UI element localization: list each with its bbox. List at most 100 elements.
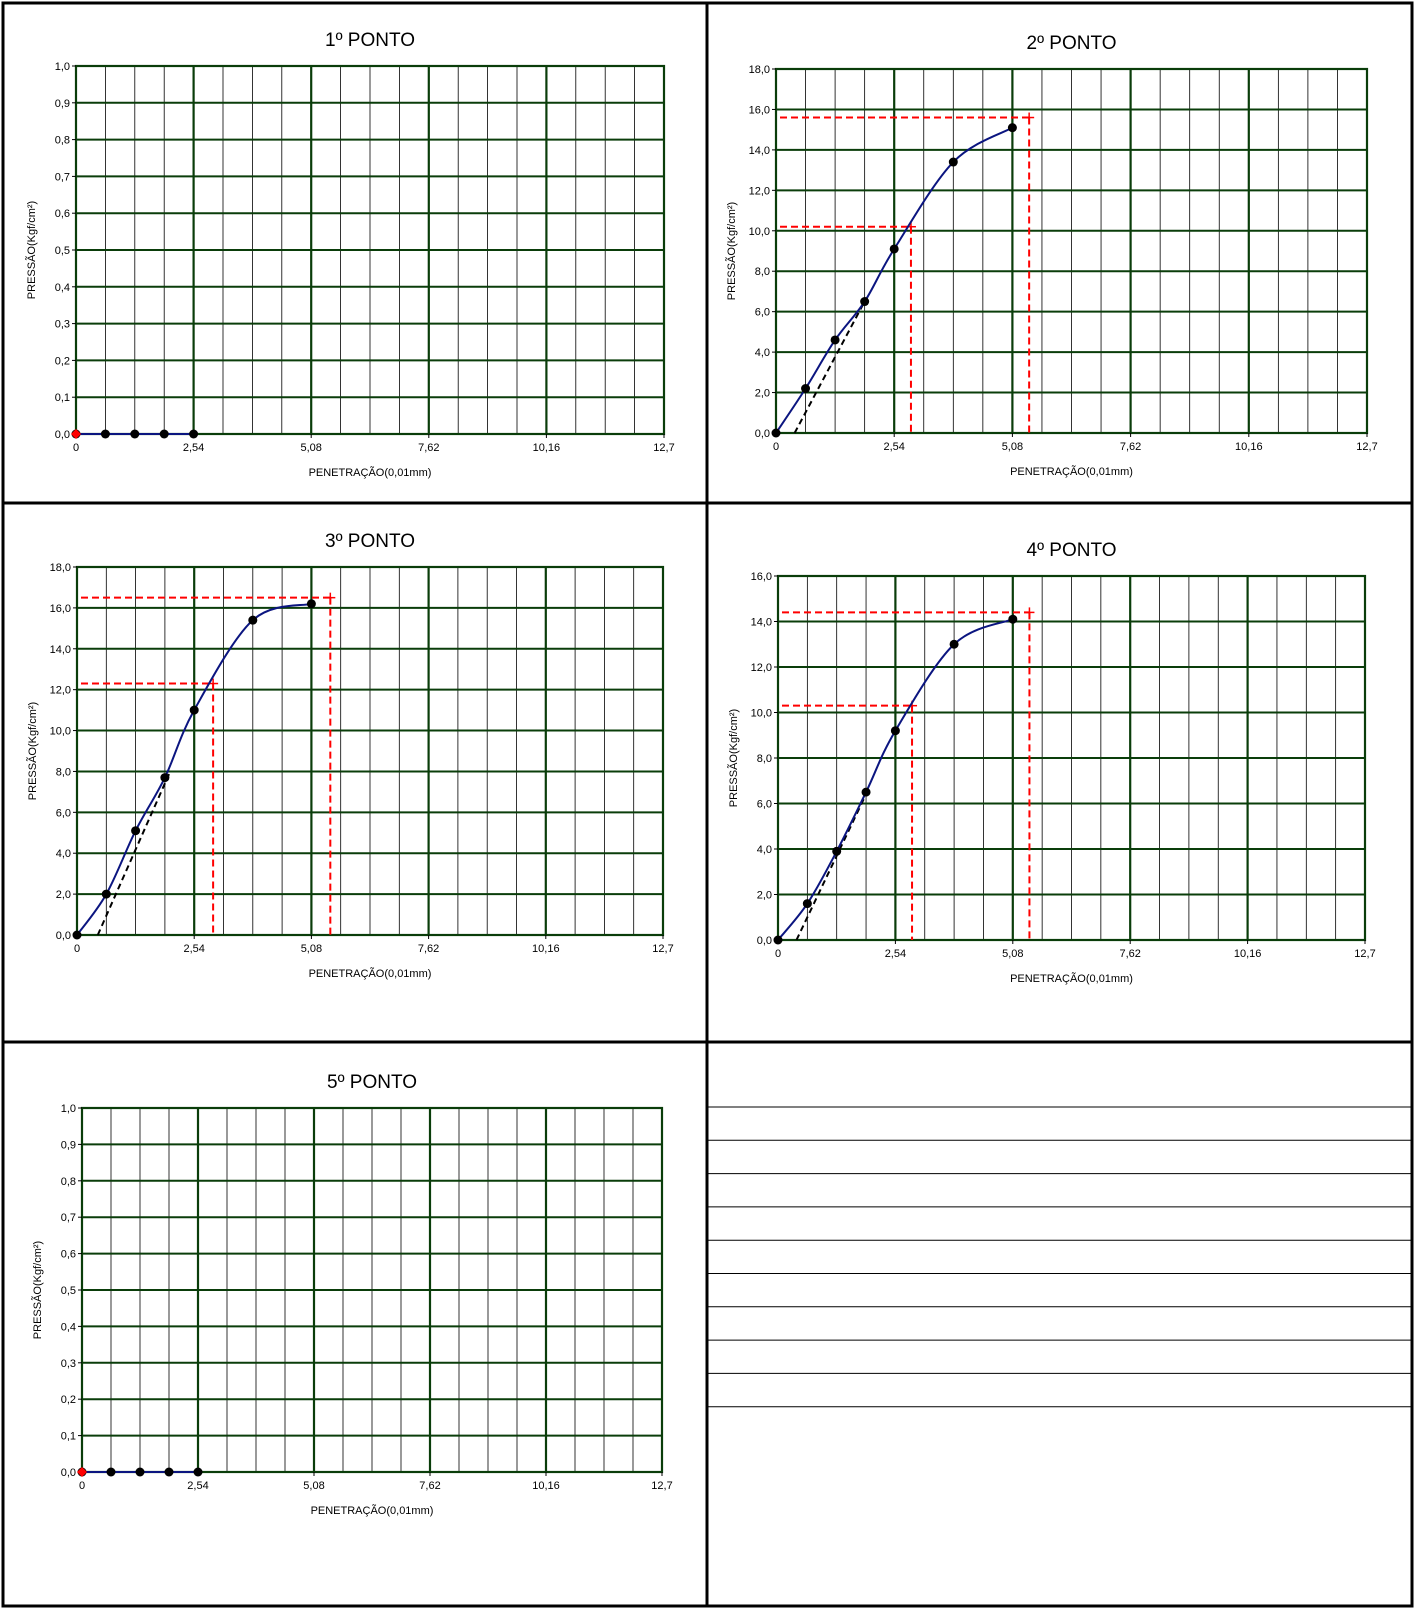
y-tick-label: 0,5 xyxy=(55,245,70,257)
x-tick-label: 10,16 xyxy=(1235,441,1263,453)
data-point xyxy=(830,335,840,345)
x-tick-label: 12,7 xyxy=(1354,948,1375,960)
y-axis-label: PRESSÃO(Kgf/cm²) xyxy=(727,709,740,807)
y-tick-label: 1,0 xyxy=(61,1103,76,1115)
chart-title: 3º PONTO xyxy=(325,531,415,552)
y-tick-label: 1,0 xyxy=(55,61,70,73)
chart-title: 2º PONTO xyxy=(1027,33,1117,54)
y-tick-label: 18,0 xyxy=(749,64,770,76)
tangent-line xyxy=(793,297,868,434)
x-tick-label: 10,16 xyxy=(532,1480,560,1492)
data-point xyxy=(135,1467,145,1477)
x-tick-label: 7,62 xyxy=(419,1480,440,1492)
x-tick-label: 7,62 xyxy=(1120,441,1141,453)
data-point xyxy=(160,773,170,783)
data-point xyxy=(100,429,110,439)
y-tick-label: 6,0 xyxy=(755,307,770,319)
y-tick-label: 0,9 xyxy=(55,98,70,110)
y-tick-label: 0,4 xyxy=(61,1321,76,1333)
y-tick-label: 12,0 xyxy=(50,685,71,697)
origin-marker xyxy=(77,1467,87,1477)
chart-2: 0,0 2,0 4,0 6,0 8,0 10,0 12,0 14,0 16,0 18,0 0 2,54… xyxy=(725,33,1378,478)
x-tick-label: 2,54 xyxy=(187,1480,208,1492)
y-tick-label: 4,0 xyxy=(755,347,770,359)
charts: 0,0 0,1 0,2 0,3 0,4 0,5 0,6 0,7 0,8 0,9 1,0 0 2,54 5,… xyxy=(25,30,1378,1517)
y-tick-label: 0,3 xyxy=(55,319,70,331)
y-tick-label: 14,0 xyxy=(751,617,772,629)
x-tick-label: 12,7 xyxy=(1356,441,1377,453)
x-tick-label: 7,62 xyxy=(1119,948,1140,960)
y-tick-label: 0,0 xyxy=(55,429,70,441)
y-axis-label: PRESSÃO(Kgf/cm²) xyxy=(725,202,738,300)
y-tick-label: 2,0 xyxy=(755,388,770,400)
x-axis-label: PENETRAÇÃO(0,01mm) xyxy=(309,466,432,479)
chart-title: 1º PONTO xyxy=(325,30,415,51)
x-tick-label: 2,54 xyxy=(183,943,204,955)
y-tick-label: 6,0 xyxy=(757,799,772,811)
plot-border xyxy=(75,565,665,937)
data-point xyxy=(159,429,169,439)
y-axis-label: PRESSÃO(Kgf/cm²) xyxy=(25,201,38,299)
x-tick-label: 0 xyxy=(74,943,80,955)
y-tick-label: 0,4 xyxy=(55,282,70,294)
data-point xyxy=(164,1467,174,1477)
y-tick-label: 0,2 xyxy=(61,1394,76,1406)
x-tick-label: 5,08 xyxy=(301,943,322,955)
y-tick-label: 0,7 xyxy=(55,171,70,183)
x-tick-label: 5,08 xyxy=(303,1480,324,1492)
data-point xyxy=(130,429,140,439)
y-tick-label: 0,8 xyxy=(61,1176,76,1188)
data-point xyxy=(832,846,842,856)
x-tick-label: 0 xyxy=(73,442,79,454)
y-tick-label: 0,1 xyxy=(61,1431,76,1443)
x-tick-label: 10,16 xyxy=(533,442,561,454)
y-tick-label: 14,0 xyxy=(50,644,71,656)
x-tick-label: 2,54 xyxy=(885,948,906,960)
x-tick-label: 12,7 xyxy=(653,442,674,454)
y-axis-label: PRESSÃO(Kgf/cm²) xyxy=(26,702,39,800)
x-axis-label: PENETRAÇÃO(0,01mm) xyxy=(1010,465,1133,478)
y-tick-label: 10,0 xyxy=(50,726,71,738)
y-tick-label: 0,7 xyxy=(61,1212,76,1224)
data-point xyxy=(802,899,812,909)
x-tick-label: 0 xyxy=(773,441,779,453)
plot-border xyxy=(774,67,1369,435)
data-point xyxy=(248,615,258,625)
x-tick-label: 7,62 xyxy=(418,442,439,454)
data-point xyxy=(890,726,900,736)
x-tick-label: 2,54 xyxy=(883,441,904,453)
y-tick-label: 14,0 xyxy=(749,145,770,157)
y-axis-label: PRESSÃO(Kgf/cm²) xyxy=(31,1241,44,1339)
data-point xyxy=(801,384,811,394)
chart-title: 4º PONTO xyxy=(1027,540,1117,561)
data-point xyxy=(1007,123,1017,133)
x-tick-label: 5,08 xyxy=(1002,441,1023,453)
x-axis-label: PENETRAÇÃO(0,01mm) xyxy=(309,967,432,980)
y-tick-label: 18,0 xyxy=(50,562,71,574)
data-point xyxy=(860,297,870,307)
y-tick-label: 4,0 xyxy=(56,848,71,860)
chart-4: 0,0 2,0 4,0 6,0 8,0 10,0 12,0 14,0 16,0 0 2,54 5,08… xyxy=(727,540,1376,985)
y-tick-label: 12,0 xyxy=(751,662,772,674)
x-tick-label: 5,08 xyxy=(300,442,321,454)
data-point xyxy=(948,157,958,167)
y-tick-label: 16,0 xyxy=(50,603,71,615)
data-point xyxy=(189,705,199,715)
y-tick-label: 16,0 xyxy=(751,571,772,583)
x-axis-label: PENETRAÇÃO(0,01mm) xyxy=(1010,972,1133,985)
data-point xyxy=(949,639,959,649)
data-point xyxy=(773,935,783,945)
y-tick-label: 2,0 xyxy=(56,889,71,901)
data-point xyxy=(131,826,141,836)
chart-3: 0,0 2,0 4,0 6,0 8,0 10,0 12,0 14,0 16,0 18,0 0 2,54… xyxy=(26,531,674,980)
data-point xyxy=(101,889,111,899)
data-point xyxy=(861,787,871,797)
y-tick-label: 0,0 xyxy=(61,1467,76,1479)
data-point xyxy=(889,244,899,254)
y-tick-label: 8,0 xyxy=(757,753,772,765)
x-axis-label: PENETRAÇÃO(0,01mm) xyxy=(311,1504,434,1517)
x-tick-label: 7,62 xyxy=(418,943,439,955)
chart-title: 5º PONTO xyxy=(327,1072,417,1093)
x-tick-label: 10,16 xyxy=(532,943,560,955)
